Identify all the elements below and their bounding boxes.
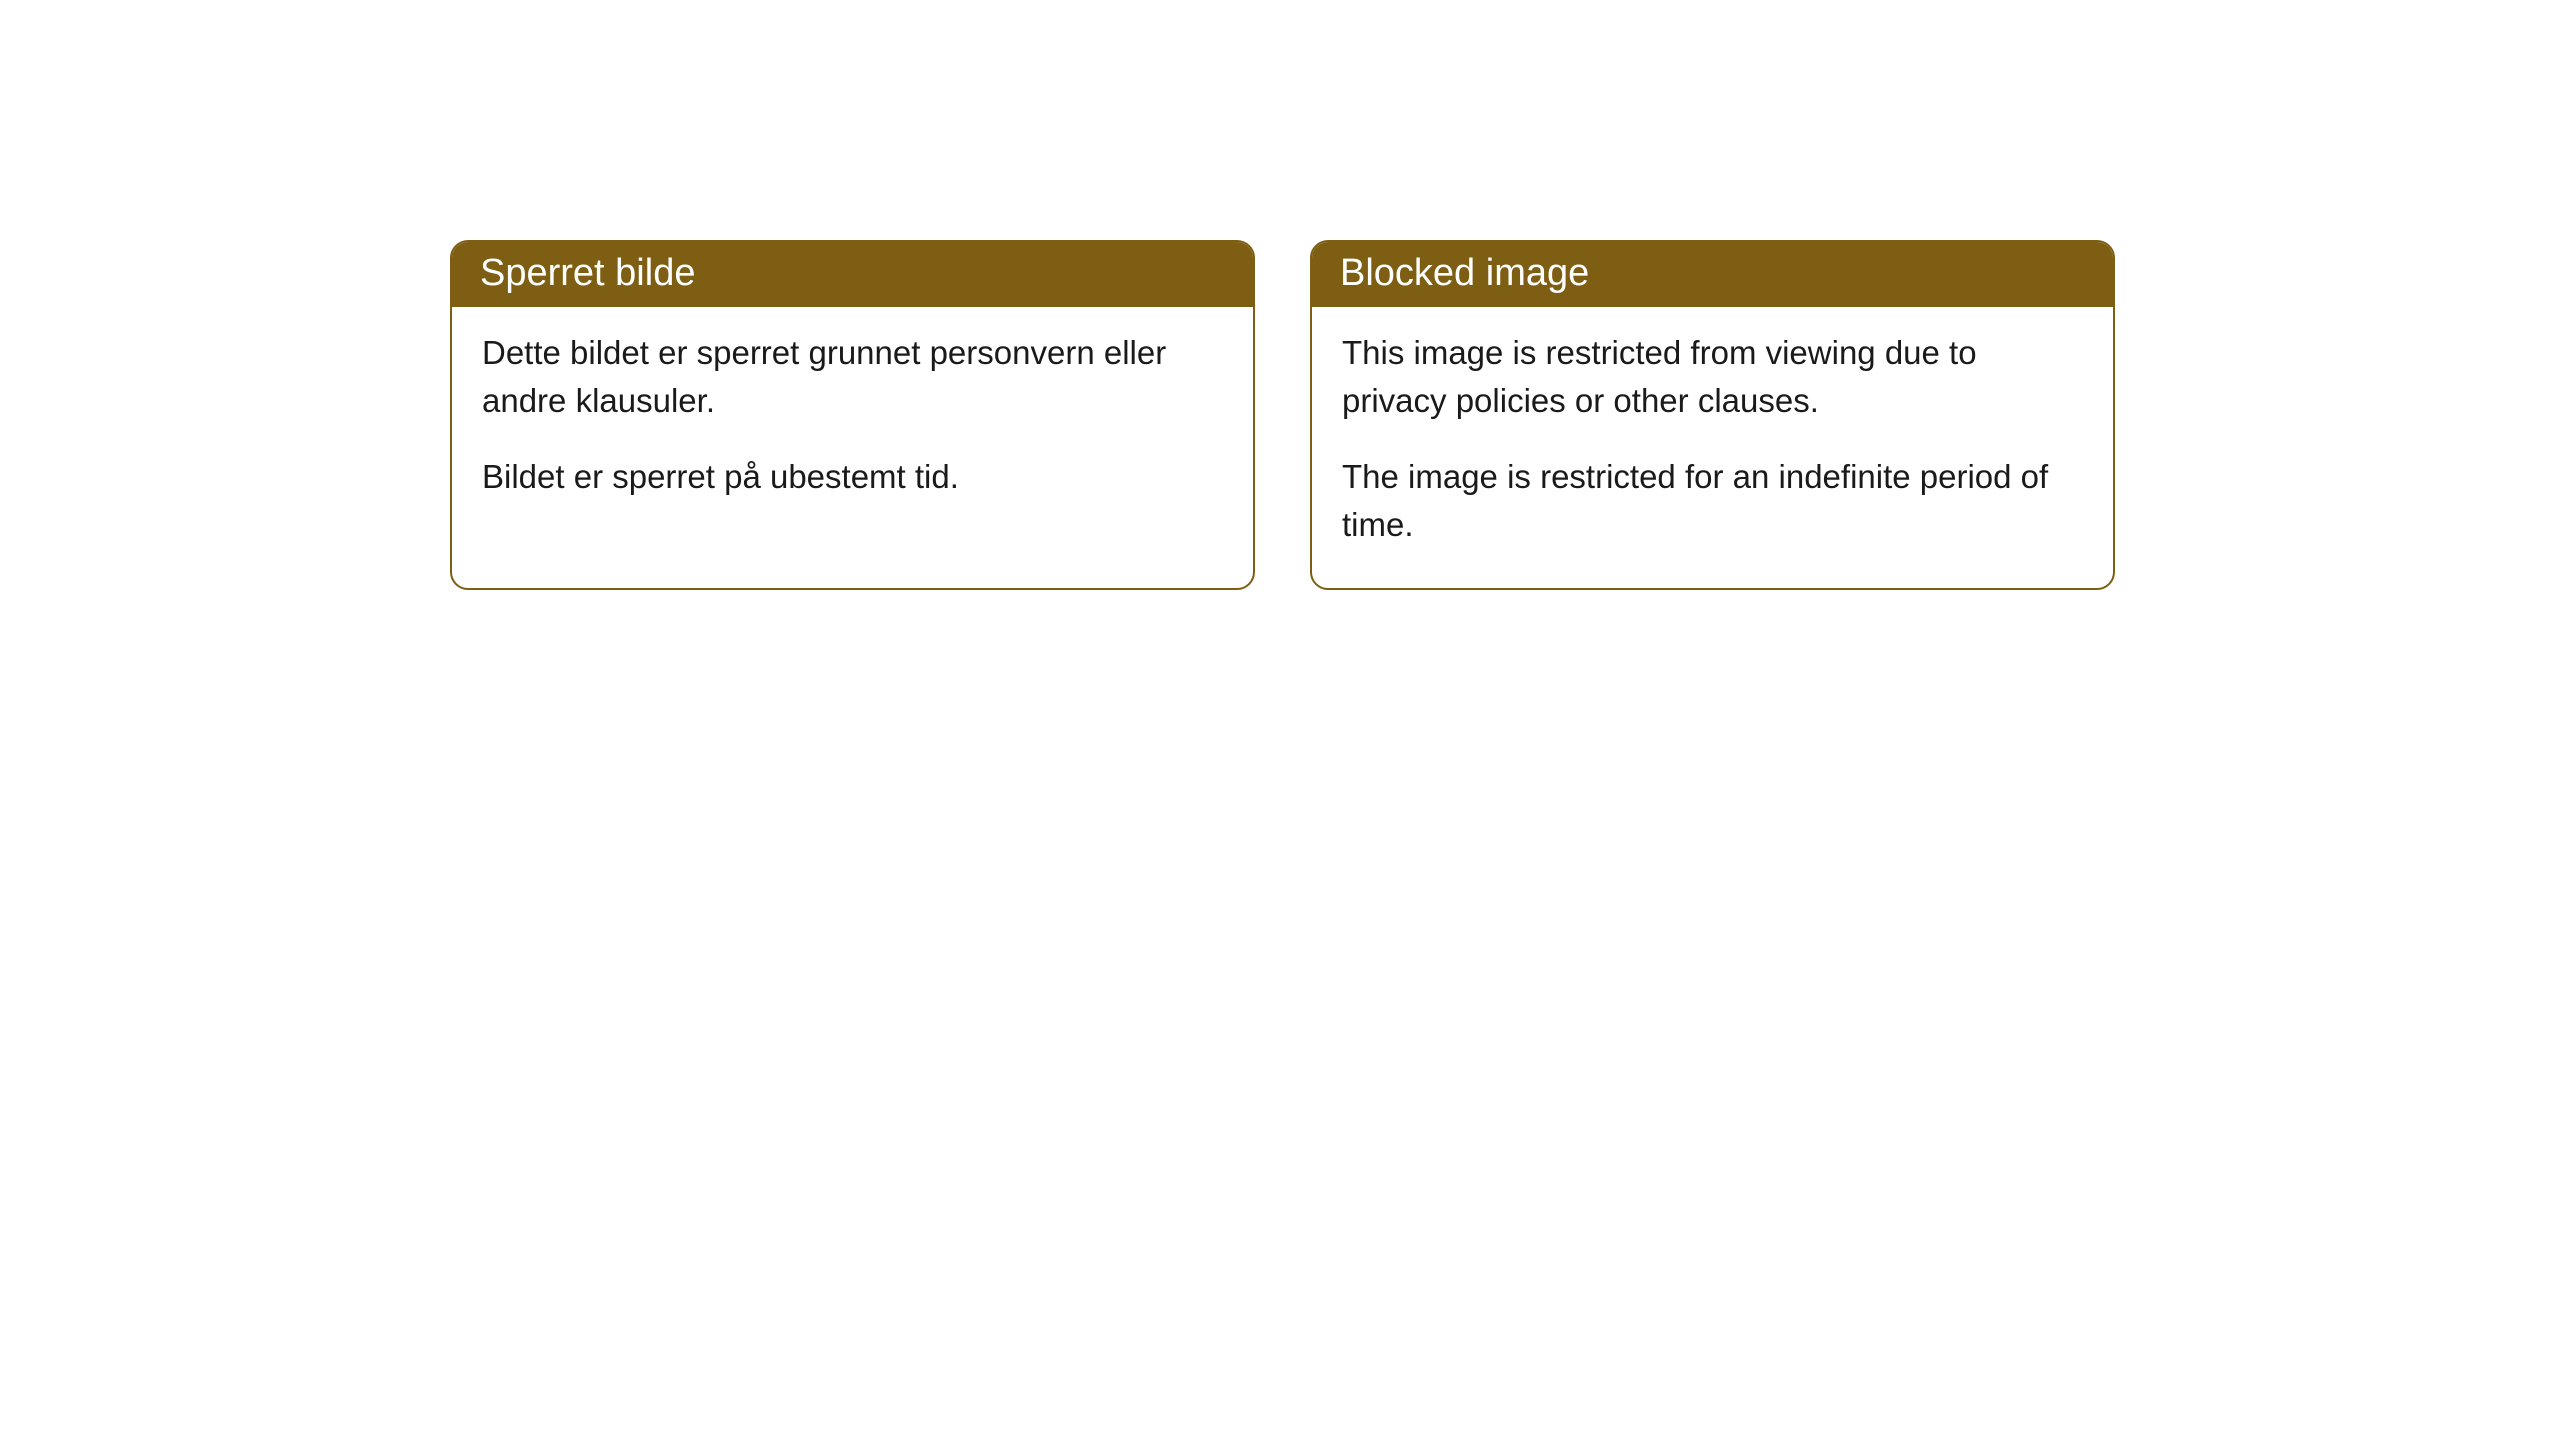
card-body: Dette bildet er sperret grunnet personve… xyxy=(452,307,1253,541)
card-title: Sperret bilde xyxy=(480,252,695,294)
card-body: This image is restricted from viewing du… xyxy=(1312,307,2113,588)
notice-container: Sperret bilde Dette bildet er sperret gr… xyxy=(450,240,2115,590)
card-title: Blocked image xyxy=(1340,252,1589,294)
card-paragraph: Bildet er sperret på ubestemt tid. xyxy=(482,453,1223,501)
card-paragraph: This image is restricted from viewing du… xyxy=(1342,329,2083,425)
card-paragraph: The image is restricted for an indefinit… xyxy=(1342,453,2083,549)
card-header: Blocked image xyxy=(1312,242,2113,307)
notice-card-norwegian: Sperret bilde Dette bildet er sperret gr… xyxy=(450,240,1255,590)
card-header: Sperret bilde xyxy=(452,242,1253,307)
card-paragraph: Dette bildet er sperret grunnet personve… xyxy=(482,329,1223,425)
notice-card-english: Blocked image This image is restricted f… xyxy=(1310,240,2115,590)
